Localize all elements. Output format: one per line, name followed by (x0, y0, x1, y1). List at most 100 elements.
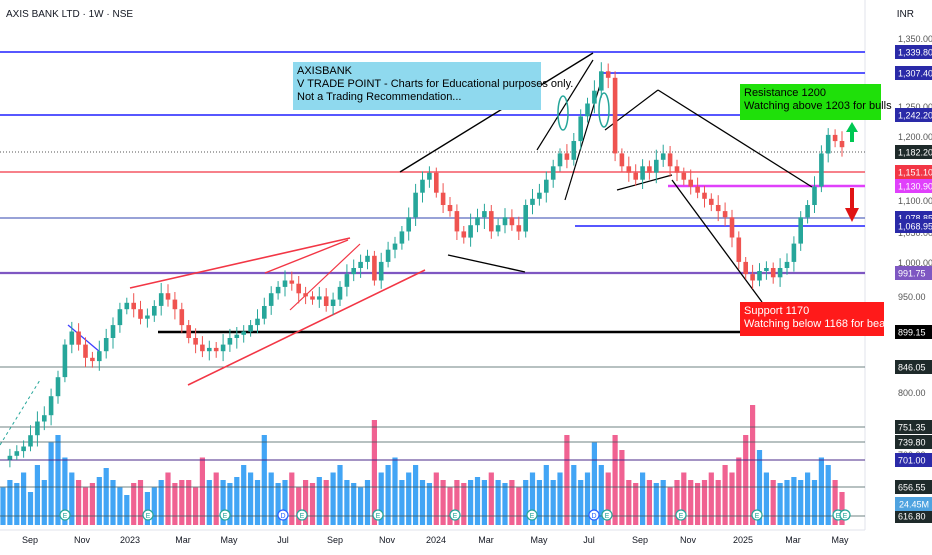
volume-bar (550, 480, 556, 525)
candle-body (434, 172, 439, 193)
volume-bar (76, 480, 82, 525)
volume-bar (406, 472, 412, 525)
candle-body (351, 268, 356, 275)
volume-badge-label: 24.45M (899, 500, 929, 510)
candle-body (69, 331, 75, 345)
early-impulse-line (67, 324, 101, 353)
volume-bar (591, 442, 597, 525)
volume-bar (179, 480, 185, 525)
volume-bar (646, 480, 652, 525)
up-arrow-icon (846, 122, 858, 142)
volume-bar (282, 480, 288, 525)
price-badge-label: 1,182.20 (898, 148, 932, 158)
volume-bar (715, 480, 721, 525)
volume-bar (364, 480, 371, 525)
volume-bar (674, 480, 680, 525)
dividend-marker (277, 509, 289, 521)
price-badge (895, 420, 932, 434)
volume-bar (502, 483, 508, 525)
candle-body (750, 274, 755, 281)
candle-body (688, 179, 693, 187)
volume-bar (640, 472, 646, 525)
volume-bar (701, 480, 708, 525)
volume-bar (536, 480, 542, 525)
volume-bar (495, 480, 501, 525)
candle-body (152, 306, 157, 316)
candle-body (564, 153, 570, 160)
volume-bar (839, 492, 845, 525)
price-badge-label: 1,068.95 (898, 222, 932, 232)
volume-bar (667, 487, 673, 525)
symbol-header[interactable]: AXIS BANK LTD · 1W · NSE (6, 9, 134, 20)
candle-body (537, 192, 542, 199)
candle-body (42, 415, 47, 422)
price-badge-label: 701.00 (898, 456, 926, 466)
rising-wedge-line (289, 243, 361, 311)
support-line: Watching below 1168 for bears (744, 318, 895, 330)
price-badge-label: 899.15 (898, 328, 926, 338)
price-badge-label: 1,307.40 (898, 69, 932, 79)
volume-bar (529, 472, 536, 525)
candle-body (647, 166, 652, 173)
candle-body (248, 325, 253, 332)
triangle-lower-line (447, 254, 526, 273)
price-badge (895, 453, 932, 467)
volume-bar (323, 480, 329, 525)
volume-bar (660, 480, 666, 525)
price-badge-label: 1,151.10 (898, 168, 932, 178)
time-axis-label: Jul (583, 535, 595, 545)
price-axis-label: 800.00 (898, 388, 926, 398)
volume-bar (784, 480, 790, 525)
candle-body (764, 268, 769, 271)
price-badge (895, 509, 932, 523)
volume-bar (626, 480, 632, 525)
candle-body (55, 377, 61, 397)
volume-bar (55, 435, 61, 525)
event-marker-letter: E (755, 513, 760, 520)
volume-bar (261, 435, 267, 525)
price-badge (895, 108, 932, 122)
volume-bar (7, 480, 13, 525)
trend-lines (0, 52, 813, 446)
candle-body (702, 192, 707, 199)
volume-bar (110, 480, 116, 525)
candle-body (330, 299, 336, 306)
price-badge-label: 991.75 (898, 269, 926, 279)
volume-bar (344, 480, 350, 525)
volume-bar (275, 483, 281, 525)
volume-bar (598, 465, 604, 525)
candle-body (839, 141, 845, 148)
price-badge-label: 751.35 (898, 423, 926, 433)
candle-body (131, 302, 136, 310)
earnings-marker (526, 509, 538, 521)
volume-bar (736, 457, 742, 525)
volume-bar (447, 487, 453, 525)
candle-body (592, 90, 597, 104)
volume-bar (791, 477, 797, 525)
candle-body (103, 338, 109, 352)
volume-bar (158, 480, 164, 525)
event-marker-letter: E (300, 513, 305, 520)
price-badge-label: 1,242.20 (898, 111, 932, 121)
volume-bar (695, 483, 701, 525)
candle-body (578, 116, 583, 142)
candle-body (489, 211, 494, 232)
price-badge-label: 1,078.85 (898, 214, 932, 224)
time-axis-label: Jul (277, 535, 289, 545)
candle-body (805, 205, 810, 218)
time-axis[interactable]: Sep Nov 2023 Mar May Jul Sep Nov 2024 Mar May Jul Se… (22, 535, 849, 545)
candle-body (14, 451, 20, 456)
time-axis-label: Nov (680, 535, 697, 545)
candle-body (420, 179, 425, 193)
candle-body (612, 77, 618, 154)
candle-body (461, 231, 467, 238)
breakdown-line (671, 179, 763, 303)
candle-body (289, 280, 295, 284)
time-axis-label: Mar (478, 535, 494, 545)
rising-wedge-line (264, 239, 349, 274)
time-axis-label: Sep (632, 535, 648, 545)
currency-label[interactable]: INR (896, 9, 914, 20)
